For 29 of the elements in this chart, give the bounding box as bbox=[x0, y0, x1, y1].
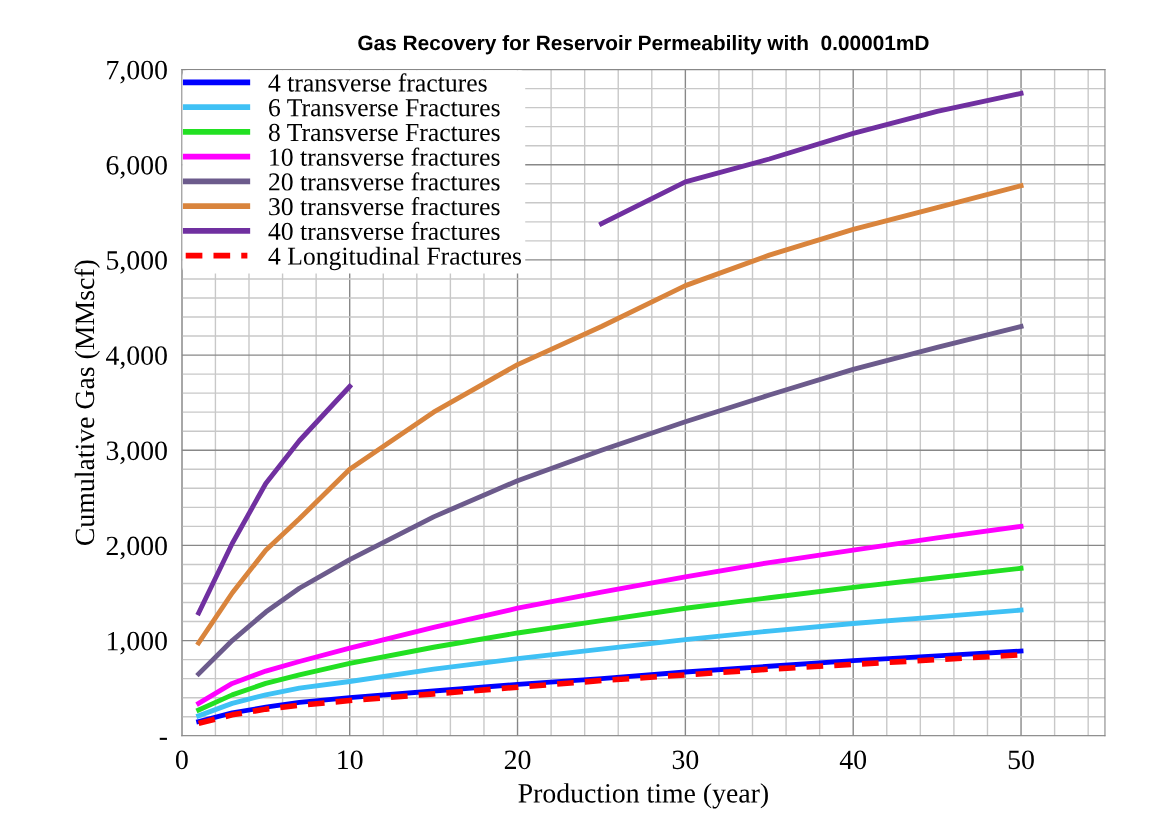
x-tick-label: 0 bbox=[175, 750, 188, 770]
x-tick-label: 50 bbox=[1008, 750, 1034, 770]
y-tick-label: - bbox=[159, 737, 167, 740]
line-series bbox=[196, 523, 1024, 706]
line-series bbox=[196, 324, 1024, 677]
x-tick-label: 40 bbox=[839, 750, 867, 770]
line-series bbox=[196, 607, 1024, 719]
legend-label: 20 transverse fractures bbox=[269, 172, 500, 191]
legend-label: 4 Longitudinal Fractures bbox=[268, 246, 522, 271]
y-tick-label: 1,000 bbox=[107, 631, 167, 655]
y-tick-label: 2,000 bbox=[106, 536, 167, 560]
legend-label: 6 Transverse Fractures bbox=[269, 99, 500, 117]
y-tick-label: 6,000 bbox=[106, 155, 167, 179]
legend-label: 30 transverse fractures bbox=[269, 197, 500, 216]
x-tick-label: 20 bbox=[504, 750, 531, 770]
y-tick-label: 5,000 bbox=[107, 251, 167, 274]
y-tick-label: 4,000 bbox=[106, 346, 167, 369]
chart-title: Gas Recovery for Reservoir Permeability with 0.00001mD bbox=[358, 35, 929, 55]
y-axis-title: Cumulative Gas (MMscf) bbox=[74, 260, 100, 546]
line-series bbox=[196, 565, 1024, 713]
y-tick-label: 7,000 bbox=[107, 60, 167, 84]
y-tick-label: 3,000 bbox=[106, 441, 167, 465]
x-axis-title: Production time (year) bbox=[518, 783, 768, 809]
legend-label: 40 transverse fractures bbox=[268, 221, 500, 241]
x-tick-label: 30 bbox=[672, 750, 699, 770]
x-tick-label: 10 bbox=[338, 750, 363, 770]
legend-label: 10 transverse fractures bbox=[270, 147, 500, 166]
legend-label: 4 transverse fractures bbox=[268, 73, 487, 92]
legend-label: 8 Transverse Fractures bbox=[268, 123, 500, 142]
